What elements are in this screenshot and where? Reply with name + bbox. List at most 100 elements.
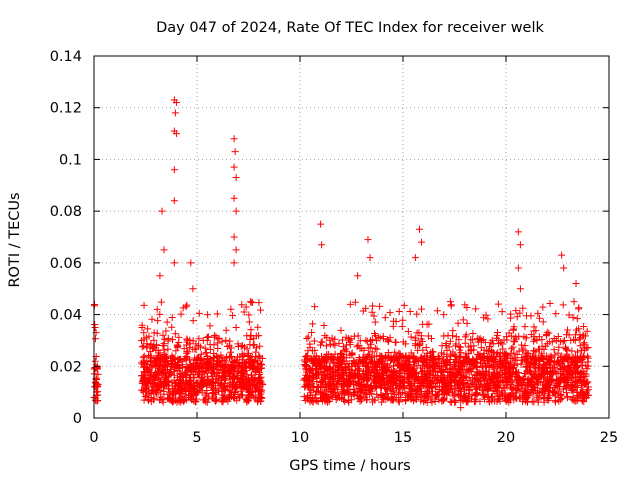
data-point xyxy=(524,350,532,358)
data-point xyxy=(561,354,569,362)
data-point xyxy=(520,333,528,341)
data-point xyxy=(221,363,229,371)
data-point xyxy=(250,393,258,401)
data-point xyxy=(199,337,207,345)
data-point xyxy=(311,366,319,374)
data-point xyxy=(488,336,496,344)
data-point xyxy=(457,404,465,412)
data-point xyxy=(157,393,165,401)
data-point xyxy=(476,381,484,389)
data-point xyxy=(539,318,547,326)
data-point xyxy=(213,310,221,318)
data-point xyxy=(177,310,185,318)
data-point xyxy=(584,378,592,386)
data-point xyxy=(459,397,467,405)
data-point xyxy=(181,391,189,399)
data-points xyxy=(90,96,592,412)
data-point xyxy=(226,337,234,345)
data-point xyxy=(581,344,589,352)
data-point xyxy=(360,354,368,362)
data-point xyxy=(256,353,264,361)
plot-frame xyxy=(93,55,610,419)
data-point xyxy=(371,318,379,326)
data-point xyxy=(218,369,226,377)
data-point xyxy=(252,394,260,402)
x-tick-label: 10 xyxy=(291,430,309,446)
data-point xyxy=(368,308,376,316)
data-point xyxy=(241,343,249,351)
y-axis-label: ROTI / TECUs xyxy=(7,192,23,287)
data-point xyxy=(238,301,246,309)
data-point xyxy=(189,285,197,293)
data-point xyxy=(494,362,502,370)
data-point xyxy=(501,391,509,399)
data-point xyxy=(529,383,537,391)
data-point xyxy=(580,398,588,406)
data-point xyxy=(369,398,377,406)
data-point xyxy=(202,381,210,389)
axis-ticks: 0 5 10 15 20 25 0 0.02 0.04 0.06 0.08 0.1 0.12 0.14 xyxy=(50,49,619,446)
data-point xyxy=(232,324,240,331)
data-point xyxy=(370,365,378,373)
data-point xyxy=(245,359,253,367)
data-point xyxy=(555,343,563,351)
data-point xyxy=(244,385,252,393)
data-point xyxy=(484,347,492,355)
data-point xyxy=(158,207,166,215)
data-point xyxy=(306,368,314,376)
data-point xyxy=(479,367,487,375)
data-point xyxy=(204,311,212,319)
data-point xyxy=(170,166,178,174)
data-point xyxy=(182,341,190,349)
data-point xyxy=(560,336,568,344)
data-point xyxy=(342,345,350,353)
data-point xyxy=(425,320,433,328)
data-point xyxy=(394,389,402,397)
data-point xyxy=(219,373,227,381)
data-point xyxy=(257,373,265,381)
data-point xyxy=(236,353,244,361)
data-point xyxy=(199,369,207,377)
data-point xyxy=(197,377,205,385)
data-point xyxy=(380,395,388,403)
data-point xyxy=(222,326,230,334)
data-point xyxy=(510,338,518,346)
data-point xyxy=(424,389,432,397)
data-point xyxy=(156,358,164,366)
data-point xyxy=(230,135,238,143)
data-point xyxy=(364,344,372,352)
data-point xyxy=(395,361,403,369)
data-point xyxy=(256,342,264,350)
data-point xyxy=(318,241,326,249)
data-point xyxy=(364,236,372,244)
data-point xyxy=(150,395,158,403)
data-point xyxy=(528,382,536,390)
data-point xyxy=(367,340,375,348)
data-point xyxy=(565,311,573,319)
data-point xyxy=(249,341,257,349)
data-point xyxy=(488,355,496,363)
data-point xyxy=(222,386,230,394)
data-point xyxy=(199,382,207,390)
data-point xyxy=(512,307,520,315)
data-point xyxy=(552,359,560,367)
data-point xyxy=(559,301,567,309)
data-point xyxy=(359,389,367,397)
data-point xyxy=(542,342,550,350)
data-point xyxy=(230,394,238,402)
data-point xyxy=(443,346,451,354)
data-point xyxy=(310,373,318,381)
data-point xyxy=(140,301,148,309)
data-point xyxy=(228,362,236,370)
data-point xyxy=(498,360,506,368)
data-point xyxy=(345,398,353,406)
data-point xyxy=(580,323,588,330)
data-point xyxy=(168,359,176,367)
data-point xyxy=(218,387,226,395)
data-point xyxy=(505,392,513,400)
data-point xyxy=(533,379,541,387)
data-point xyxy=(221,356,229,364)
data-point xyxy=(327,356,335,364)
data-point xyxy=(469,380,477,388)
data-point xyxy=(253,357,261,365)
